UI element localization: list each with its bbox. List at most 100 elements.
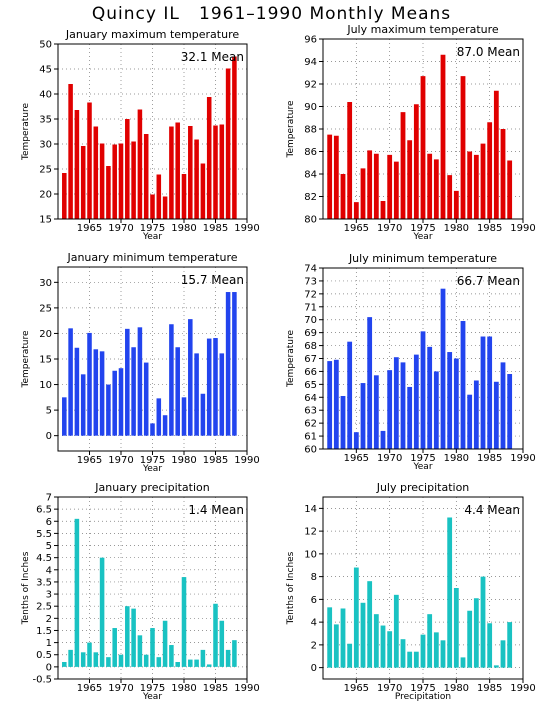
- bar-1964: [347, 102, 353, 219]
- bar-1984: [480, 143, 486, 219]
- x-axis-label: Precipitation: [395, 692, 451, 702]
- bar-1985: [487, 623, 493, 668]
- bar-1980: [453, 190, 459, 220]
- y-tick-label: 30: [39, 278, 52, 289]
- bar-1969: [380, 625, 386, 668]
- y-tick-label: 60: [304, 445, 317, 456]
- bar-1969: [380, 201, 386, 219]
- x-tick-label: 1975: [410, 453, 435, 464]
- bar-1963: [74, 347, 80, 436]
- y-tick-label: 0.5: [36, 650, 52, 661]
- y-tick-label: 10: [304, 549, 317, 560]
- bar-1962: [68, 84, 73, 219]
- bar-1961: [62, 173, 67, 219]
- bar-1978: [440, 640, 446, 668]
- y-tick-label: 2: [311, 640, 317, 651]
- mean-annotation: 66.7 Mean: [457, 274, 520, 288]
- chart-title: July precipitation: [376, 481, 470, 494]
- x-tick-label: 1990: [510, 683, 535, 694]
- bar-1965: [353, 202, 359, 220]
- chart-title: January minimum temperature: [66, 251, 237, 264]
- bar-1973: [137, 635, 143, 667]
- bar-1985: [213, 125, 218, 219]
- bar-1964: [80, 652, 86, 667]
- bar-1978: [169, 126, 174, 219]
- x-tick-label: 1980: [444, 683, 469, 694]
- x-tick-label: 1965: [77, 683, 102, 694]
- x-tick-label: 1965: [344, 453, 369, 464]
- bar-1986: [219, 353, 225, 436]
- x-tick-label: 1975: [140, 223, 165, 234]
- bar-1962: [68, 649, 73, 667]
- bar-1963: [340, 608, 346, 668]
- bar-1984: [480, 336, 486, 449]
- bar-1964: [347, 341, 353, 449]
- bar-1974: [143, 134, 149, 219]
- bar-1973: [137, 109, 143, 219]
- bar-1976: [427, 346, 433, 449]
- y-tick-label: 12: [304, 527, 317, 538]
- bar-1971: [125, 119, 130, 219]
- bar-1978: [440, 288, 446, 449]
- bar-1970: [118, 654, 124, 667]
- bar-1971: [393, 357, 399, 449]
- bar-1975: [420, 634, 426, 668]
- bar-1979: [447, 517, 453, 668]
- y-tick-label: 35: [39, 115, 52, 126]
- y-tick-label: 80: [304, 215, 317, 226]
- bar-1961: [327, 134, 333, 220]
- bar-1984: [206, 97, 212, 219]
- y-tick-label: 5: [46, 406, 52, 417]
- y-tick-label: 6: [46, 517, 52, 528]
- bar-1978: [440, 54, 446, 219]
- bar-1966: [360, 602, 366, 668]
- bar-1967: [99, 557, 105, 667]
- bar-1985: [487, 122, 493, 219]
- bar-1971: [393, 161, 399, 219]
- y-tick-label: 45: [39, 65, 52, 76]
- x-tick-label: 1990: [510, 223, 535, 234]
- y-tick-label: 84: [304, 170, 317, 181]
- bar-1986: [493, 90, 499, 219]
- x-tick-label: 1985: [203, 223, 228, 234]
- y-tick-label: 40: [39, 90, 52, 101]
- y-axis-label: Temperature: [286, 330, 296, 388]
- bar-1988: [232, 56, 237, 219]
- x-tick-label: 1985: [203, 455, 228, 466]
- x-tick-label: 1990: [234, 683, 259, 694]
- bar-1963: [340, 395, 346, 449]
- chart-title: January maximum temperature: [65, 28, 239, 41]
- y-tick-label: 6: [311, 595, 317, 606]
- bar-1984: [206, 338, 212, 436]
- y-tick-label: 0: [46, 662, 52, 673]
- bar-1986: [493, 665, 499, 668]
- x-axis-label: Year: [142, 692, 162, 702]
- y-tick-label: 20: [39, 190, 52, 201]
- bar-1983: [473, 380, 479, 449]
- bar-1982: [194, 659, 199, 667]
- bar-1981: [460, 657, 466, 668]
- bar-1987: [500, 129, 506, 219]
- bar-1967: [99, 351, 105, 436]
- chart-title: January precipitation: [94, 481, 210, 494]
- x-axis-label: Year: [142, 464, 162, 474]
- bar-1987: [225, 292, 231, 436]
- y-axis-label: Temperature: [286, 100, 296, 158]
- y-tick-label: 1: [46, 638, 52, 649]
- y-tick-label: 10: [39, 380, 52, 391]
- bar-1970: [118, 143, 124, 219]
- x-tick-label: 1990: [234, 455, 259, 466]
- y-tick-label: 74: [304, 264, 317, 275]
- y-tick-label: 8: [311, 572, 317, 583]
- x-tick-label: 1985: [477, 223, 502, 234]
- bar-1975: [420, 76, 426, 220]
- bar-1979: [175, 122, 180, 219]
- y-tick-label: 70: [304, 315, 317, 326]
- bar-1981: [460, 76, 466, 220]
- y-tick-label: 2.5: [36, 602, 52, 613]
- bar-1967: [367, 150, 373, 219]
- bar-1980: [181, 174, 187, 219]
- bar-1969: [112, 628, 117, 667]
- bar-1963: [74, 110, 80, 219]
- chart-panel-3: 0 5 10 15 20 25 30 1965 1970 1975 1980 1985 1990 Janu…: [21, 251, 260, 474]
